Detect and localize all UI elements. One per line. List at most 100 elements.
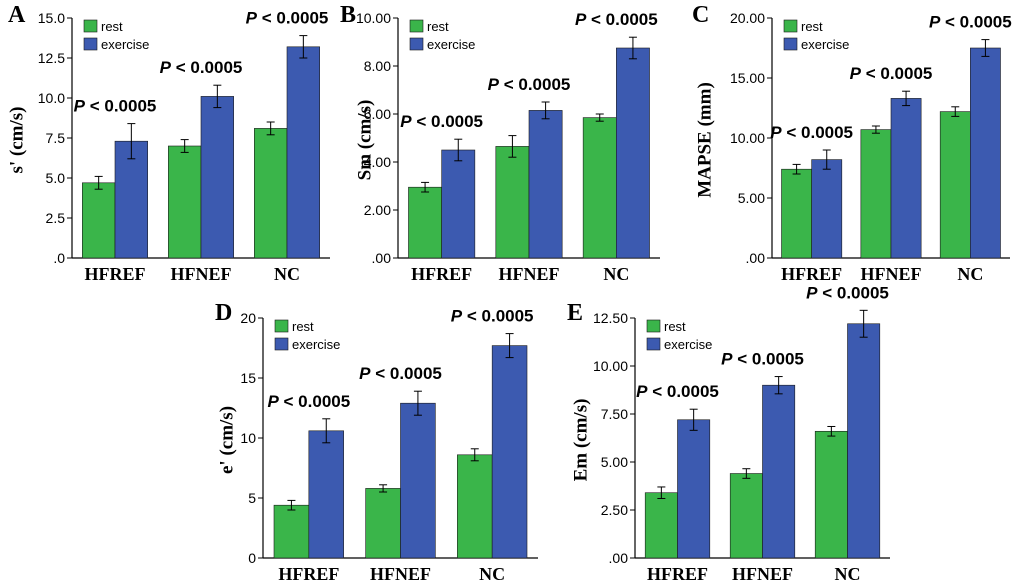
p-value-annotation: P < 0.0005 [74,97,157,116]
panel-e: E Em (cm/s) .00 2.50 5.00 7.50 10.00 12.50 HFREF… [567,283,890,584]
p-value-annotation: P < 0.0005 [575,10,658,29]
y-tick-label: 15 [240,370,256,386]
y-axis-label: e' (cm/s) [216,406,237,474]
bar-rest [365,488,401,559]
y-tick-label: 20 [240,310,256,326]
p-threshold: < 0.0005 [586,10,657,29]
legend: rest exercise [83,19,149,52]
y-tick-label: 10 [240,430,256,446]
y-tick-label: 15.00 [730,70,765,86]
legend: rest exercise [274,319,340,352]
x-tick-label: HFREF [781,264,842,284]
bar-rest [408,186,442,259]
p-threshold: < 0.0005 [861,64,932,83]
y-tick-label: 5 [248,490,256,506]
bar-rest [729,473,763,559]
y-axis-label: MAPSE (mm) [694,82,715,198]
panel-a: As' (cm/s) .0 2.5 5.0 7.5 10.0 12.5 15.0 HFREF P … [6,2,330,284]
legend-label-exercise: exercise [292,337,340,352]
bar-group-nc [457,333,528,559]
bar-exercise [811,159,843,259]
y-tick-label: 10.00 [356,10,391,26]
bar-exercise [400,402,436,559]
x-tick-label: NC [835,564,861,584]
p-value-annotation: P < 0.0005 [488,75,571,94]
legend-swatch-exercise [646,337,661,351]
p-threshold: < 0.0005 [817,283,888,302]
p-threshold: < 0.0005 [257,9,328,28]
legend-label-exercise: exercise [801,37,849,52]
y-axis-label: s' (cm/s) [6,106,27,173]
bar-group-nc [814,309,881,559]
legend-swatch-exercise [783,37,798,51]
y-tick-label: 20.00 [730,10,765,26]
y-tick-label: 8.00 [364,58,391,74]
y-tick-label: 7.5 [46,130,66,146]
p-threshold: < 0.0005 [499,75,570,94]
p-symbol: P [721,350,733,369]
bar-group-hfnef [860,90,922,259]
p-threshold: < 0.0005 [782,123,853,142]
x-tick-label: HFREF [411,264,472,284]
y-axis-label: Sm (cm/s) [354,100,375,181]
legend-label-rest: rest [801,19,823,34]
p-value-annotation: P < 0.0005 [850,64,933,83]
bar-exercise [286,46,320,259]
p-symbol: P [246,9,258,28]
legend-label-exercise: exercise [664,337,712,352]
bar-group-hfnef [168,84,234,259]
panel-d: De' (cm/s) 0 5 10 15 20 HFREF P < 0.0005 HFNEF P … [215,300,538,584]
y-tick-label: 5.0 [46,170,66,186]
p-threshold: < 0.0005 [940,13,1011,32]
legend: rest exercise [646,319,712,352]
bar-rest [781,168,812,259]
y-tick-label: 0 [248,550,256,566]
bar-group-hfref [273,418,344,559]
legend-label-exercise: exercise [427,37,475,52]
bar-rest [457,454,493,559]
bar-exercise [441,149,476,259]
legend-swatch-rest [274,319,289,333]
bar-group-hfref [644,408,711,559]
panel-letter: C [692,2,709,28]
p-threshold: < 0.0005 [462,307,533,326]
panel-c: C MAPSE (mm) .00 5.00 10.00 15.00 20.00 HFREF P … [692,2,1012,284]
bar-exercise [970,47,1001,259]
p-threshold: < 0.0005 [171,58,242,77]
y-tick-label: 10.0 [38,90,65,106]
legend-swatch-rest [409,19,424,33]
p-value-annotation: P < 0.0005 [451,307,534,326]
y-tick-label: 2.50 [601,502,628,518]
p-threshold: < 0.0005 [279,392,350,411]
p-symbol: P [160,58,172,77]
panel-letter: A [8,2,26,28]
p-threshold: < 0.0005 [647,382,718,401]
x-tick-label: HFNEF [861,264,922,284]
p-symbol: P [850,64,862,83]
bar-rest [582,117,617,259]
bar-exercise [491,345,528,559]
y-tick-label: 15.0 [38,10,65,26]
bar-group-hfnef [495,101,563,259]
y-tick-label: 2.5 [46,210,66,226]
y-tick-label: 2.00 [364,202,391,218]
x-tick-label: NC [603,264,629,284]
panel-b: B Sm (cm/s) .00 2.00 4.00 6.00 8.00 10.00 HFREF P… [340,2,660,284]
bar-rest [82,182,116,259]
p-symbol: P [74,97,86,116]
y-tick-label: 5.00 [738,190,765,206]
p-value-annotation: P < 0.0005 [721,350,804,369]
p-symbol: P [488,75,500,94]
p-value-annotation: P < 0.0005 [400,112,483,131]
p-symbol: P [575,10,587,29]
bar-exercise [114,140,148,259]
bar-group-hfnef [365,390,436,559]
legend-label-rest: rest [664,319,686,334]
p-symbol: P [636,382,648,401]
x-tick-label: NC [479,564,505,584]
bar-rest [273,504,310,559]
legend-swatch-exercise [83,37,98,51]
bar-group-hfnef [729,376,796,559]
